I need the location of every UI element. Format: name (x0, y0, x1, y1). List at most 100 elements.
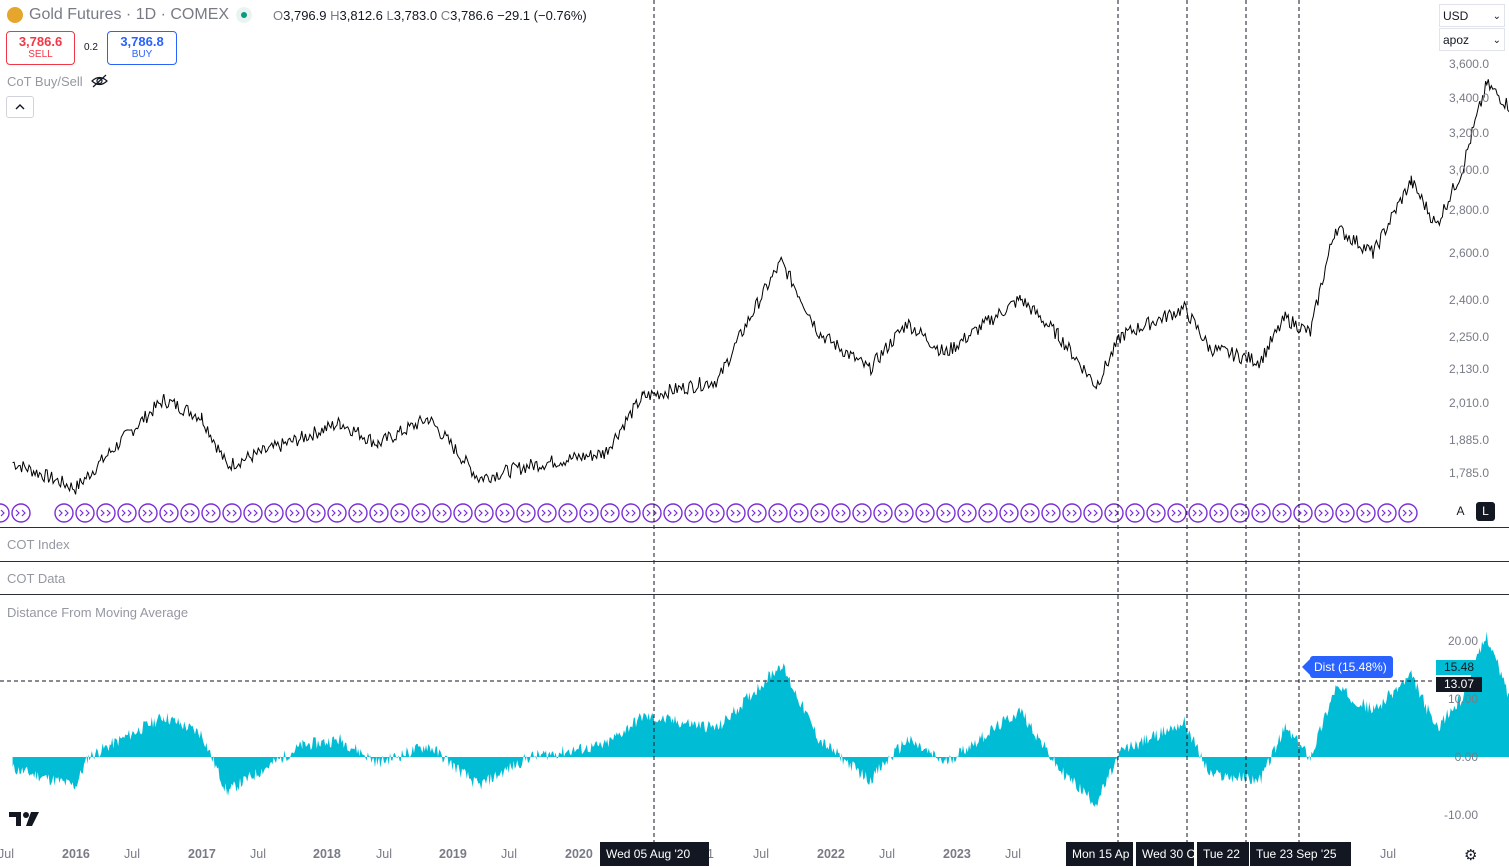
time-axis-label: Jul (376, 847, 392, 861)
cot-event-icon-5[interactable] (117, 503, 137, 523)
cot-event-icon-11[interactable] (243, 503, 263, 523)
cot-data-label[interactable]: COT Data (7, 571, 66, 586)
arrow-icon (709, 509, 720, 517)
cot-event-icon-33[interactable] (705, 503, 725, 523)
cot-event-icon-65[interactable] (1377, 503, 1397, 523)
cot-index-label[interactable]: COT Index (7, 537, 70, 552)
cot-event-icon-26[interactable] (558, 503, 578, 523)
cot-event-icon-55[interactable] (1167, 503, 1187, 523)
cot-event-icon-66[interactable] (1398, 503, 1418, 523)
cot-event-icon-36[interactable] (768, 503, 788, 523)
cot-event-icon-50[interactable] (1062, 503, 1082, 523)
cot-event-icon-8[interactable] (180, 503, 200, 523)
cot-event-icon-38[interactable] (810, 503, 830, 523)
auto-scale-button[interactable]: A (1456, 504, 1465, 518)
cot-event-icon-61[interactable] (1293, 503, 1313, 523)
arrow-icon (1129, 509, 1140, 517)
cot-event-icon-46[interactable] (978, 503, 998, 523)
cot-event-icon-64[interactable] (1356, 503, 1376, 523)
cot-event-icon-51[interactable] (1083, 503, 1103, 523)
cot-event-icon-52[interactable] (1104, 503, 1124, 523)
cot-event-icon-48[interactable] (1020, 503, 1040, 523)
cot-event-icon-27[interactable] (579, 503, 599, 523)
cot-event-icon-15[interactable] (327, 503, 347, 523)
cot-event-icon-31[interactable] (663, 503, 683, 523)
cot-event-icon-62[interactable] (1314, 503, 1334, 523)
dist-ma-label[interactable]: Distance From Moving Average (7, 605, 189, 620)
pane-separator[interactable] (0, 527, 1509, 528)
cot-event-icon-41[interactable] (873, 503, 893, 523)
symbol-title[interactable]: Gold Futures · 1D · COMEX (29, 6, 230, 23)
market-status-icon[interactable] (236, 7, 252, 23)
cot-event-icon-6[interactable] (138, 503, 158, 523)
cot-event-icon-29[interactable] (621, 503, 641, 523)
cot-event-icon-60[interactable] (1272, 503, 1292, 523)
cot-event-icon-43[interactable] (915, 503, 935, 523)
cot-event-icon-19[interactable] (411, 503, 431, 523)
cot-event-icon-16[interactable] (348, 503, 368, 523)
cot-event-icons[interactable] (0, 503, 1418, 523)
pane-separator[interactable] (0, 594, 1509, 595)
cot-event-icon-39[interactable] (831, 503, 851, 523)
eye-hidden-icon[interactable] (91, 73, 108, 89)
unit-select[interactable]: apoz ⌄ (1439, 28, 1505, 51)
cot-event-icon-58[interactable] (1230, 503, 1250, 523)
cot-event-icon-42[interactable] (894, 503, 914, 523)
cot-event-icon-40[interactable] (852, 503, 872, 523)
cot-event-icon-1[interactable] (11, 503, 31, 523)
arrow-icon (877, 509, 888, 517)
price-axis-label: 3,600.0 (1448, 57, 1489, 71)
sell-button[interactable]: 3,786.6 SELL (6, 31, 75, 65)
cot-event-icon-30[interactable] (642, 503, 662, 523)
collapse-legend-button[interactable] (6, 96, 34, 118)
cot-event-icon-54[interactable] (1146, 503, 1166, 523)
cot-event-icon-44[interactable] (936, 503, 956, 523)
cot-event-icon-13[interactable] (285, 503, 305, 523)
cot-event-icon-20[interactable] (432, 503, 452, 523)
arrow-icon (58, 509, 69, 517)
cot-event-icon-2[interactable] (54, 503, 74, 523)
cot-event-icon-56[interactable] (1188, 503, 1208, 523)
cot-event-icon-35[interactable] (747, 503, 767, 523)
cot-event-icon-7[interactable] (159, 503, 179, 523)
cot-event-icon-18[interactable] (390, 503, 410, 523)
cot-event-icon-34[interactable] (726, 503, 746, 523)
time-axis-label: Jul (501, 847, 517, 861)
tradingview-logo[interactable] (9, 810, 41, 834)
cot-event-icon-22[interactable] (474, 503, 494, 523)
arrow-icon (15, 509, 26, 517)
cot-event-icon-24[interactable] (516, 503, 536, 523)
cot-event-icon-53[interactable] (1125, 503, 1145, 523)
cot-event-icon-57[interactable] (1209, 503, 1229, 523)
cot-event-icon-10[interactable] (222, 503, 242, 523)
arrow-icon (436, 509, 447, 517)
cot-event-icon-4[interactable] (96, 503, 116, 523)
price-axis-label: 2,600.0 (1448, 246, 1489, 260)
cot-event-icon-63[interactable] (1335, 503, 1355, 523)
cot-event-icon-45[interactable] (957, 503, 977, 523)
pane-separator[interactable] (0, 561, 1509, 562)
cot-event-icon-23[interactable] (495, 503, 515, 523)
cot-event-icon-49[interactable] (1041, 503, 1061, 523)
indicator-cot-label[interactable]: CoT Buy/Sell (7, 74, 83, 89)
cot-event-icon-3[interactable] (75, 503, 95, 523)
time-axis-label: 2019 (439, 847, 467, 861)
cot-event-icon-14[interactable] (306, 503, 326, 523)
cot-event-icon-17[interactable] (369, 503, 389, 523)
cot-event-icon-59[interactable] (1251, 503, 1271, 523)
cot-event-icon-21[interactable] (453, 503, 473, 523)
cot-event-icon-32[interactable] (684, 503, 704, 523)
sell-label: SELL (28, 49, 53, 60)
cot-event-icon-25[interactable] (537, 503, 557, 523)
arrow-icon (331, 509, 342, 517)
buy-button[interactable]: 3,786.8 BUY (107, 31, 177, 65)
settings-gear-icon[interactable]: ⚙ (1464, 847, 1478, 864)
cot-event-icon-28[interactable] (600, 503, 620, 523)
currency-select[interactable]: USD ⌄ (1439, 4, 1505, 27)
log-scale-button[interactable]: L (1476, 502, 1495, 521)
cot-event-icon-9[interactable] (201, 503, 221, 523)
cot-event-icon-47[interactable] (999, 503, 1019, 523)
cot-event-icon-37[interactable] (789, 503, 809, 523)
cot-event-icon-12[interactable] (264, 503, 284, 523)
